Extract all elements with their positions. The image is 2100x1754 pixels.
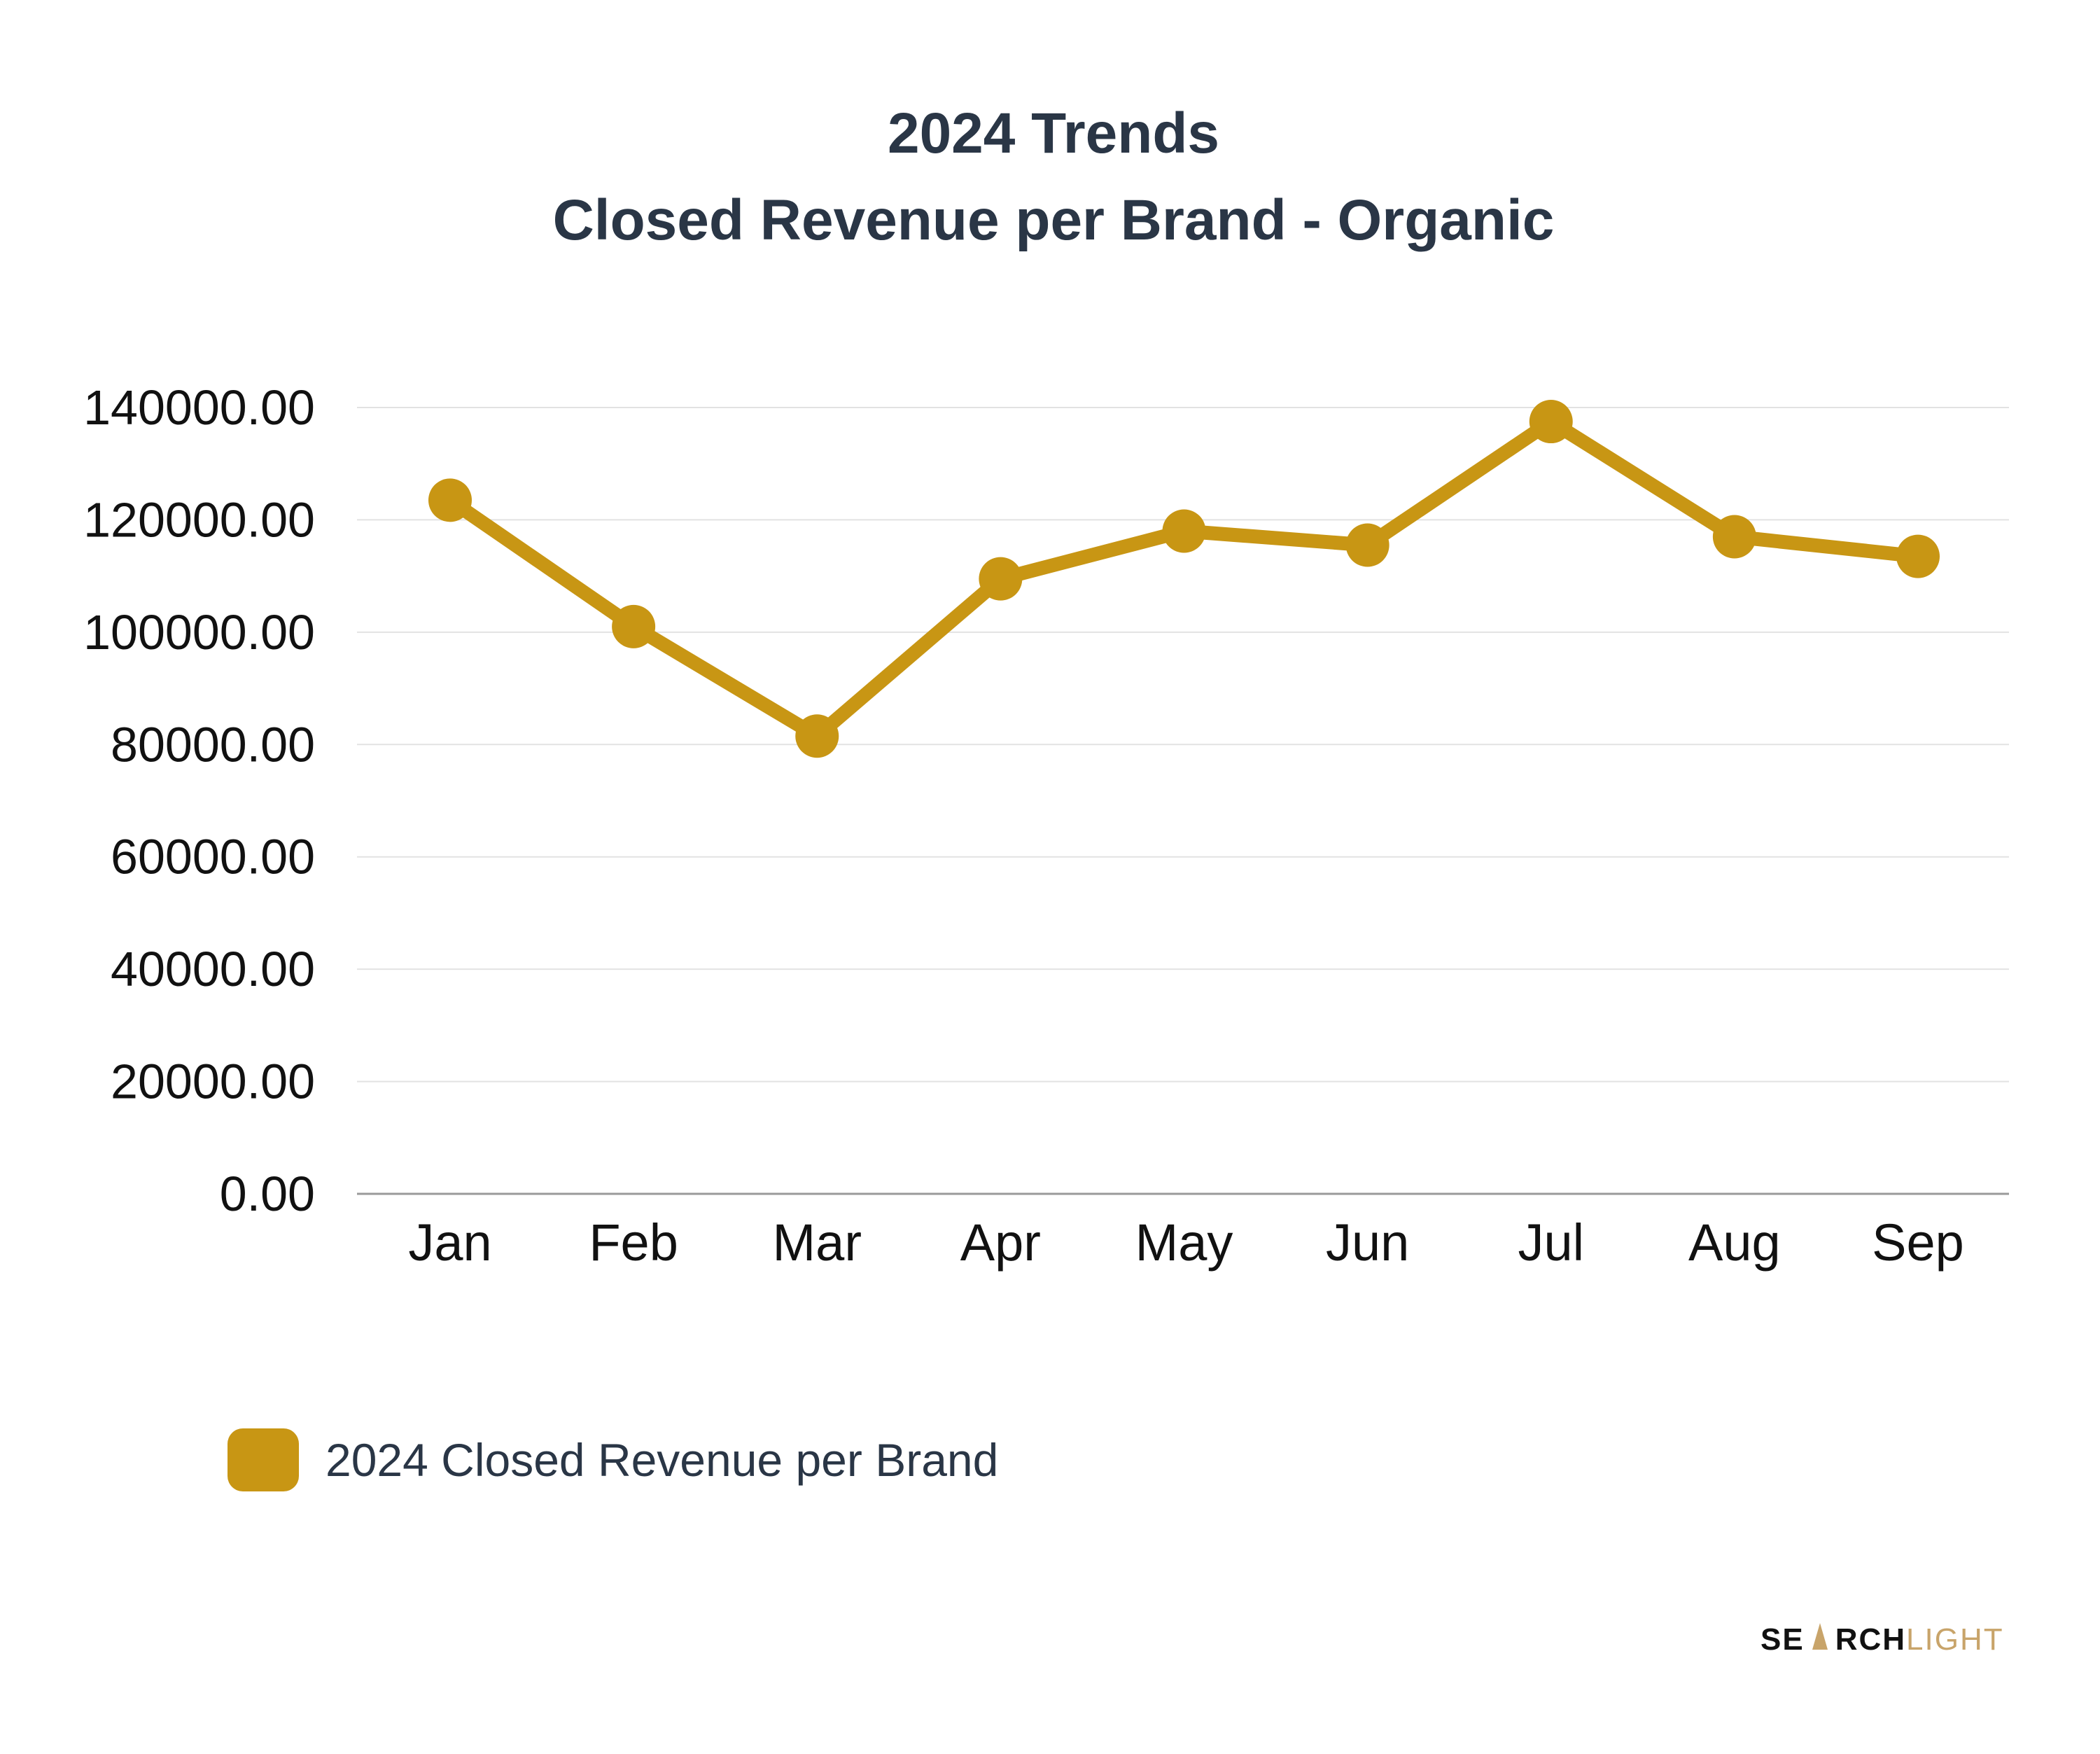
logo-text: SE RCHLIGHT [1760,1622,2004,1657]
x-tick-label: Feb [589,1213,678,1272]
lamp-icon [1812,1623,1828,1650]
x-axis-tick-labels: Jan Feb Mar Apr May Jun Jul Aug Sep [408,1213,1963,1272]
series-line [443,415,1925,744]
data-point-may [1162,509,1206,553]
x-tick-label: Jun [1326,1213,1409,1272]
chart-title: 2024 Trends Closed Revenue per Brand - O… [553,102,1555,252]
data-point-aug [1712,515,1756,559]
x-tick-label: Sep [1872,1213,1964,1272]
data-point-apr [979,557,1023,601]
legend: 2024 Closed Revenue per Brand [227,1428,998,1491]
data-point-sep [1896,534,1940,578]
y-tick-label: 0.00 [220,1167,315,1221]
y-tick-label: 80000.00 [111,717,315,772]
x-tick-label: May [1135,1213,1233,1272]
logo-part-se: SE [1760,1622,1805,1657]
y-tick-label: 120000.00 [83,492,315,547]
y-tick-label: 40000.00 [111,942,315,996]
logo-part-rch: RCH [1835,1622,1906,1657]
chart-title-line-2: Closed Revenue per Brand - Organic [553,188,1555,252]
y-tick-label: 60000.00 [111,830,315,884]
y-tick-label: 100000.00 [83,605,315,660]
data-point-jul [1529,400,1573,444]
data-point-feb [612,604,656,648]
y-tick-label: 140000.00 [83,380,315,435]
logo-part-light: LIGHT [1906,1622,2004,1657]
searchlight-logo: SE RCHLIGHT [1760,1622,2004,1657]
legend-swatch [227,1428,299,1491]
chart-title-line-1: 2024 Trends [888,102,1219,165]
x-tick-label: Apr [960,1213,1041,1272]
legend-label: 2024 Closed Revenue per Brand [326,1434,998,1486]
series-2024-closed-revenue [428,400,1940,758]
data-point-jun [1345,523,1390,567]
y-tick-label: 20000.00 [111,1055,315,1109]
x-tick-label: Mar [773,1213,862,1272]
x-tick-label: Jan [408,1213,491,1272]
x-tick-label: Aug [1688,1213,1781,1272]
y-axis-tick-labels: 0.00 20000.00 40000.00 60000.00 80000.00 1000… [83,380,315,1221]
data-point-jan [428,478,472,522]
x-tick-label: Jul [1518,1213,1584,1272]
data-point-mar [795,714,839,758]
